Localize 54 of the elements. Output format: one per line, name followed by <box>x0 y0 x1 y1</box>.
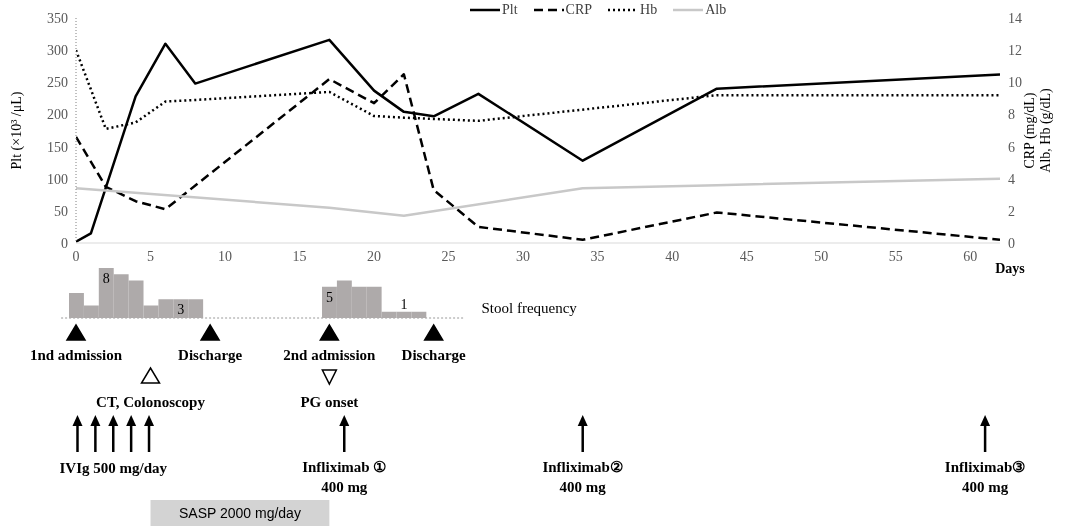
x-tick-label: 30 <box>516 248 531 264</box>
y2-tick-label: 2 <box>1008 203 1015 219</box>
line-series <box>76 177 1000 217</box>
y2-tick-label: 10 <box>1008 75 1022 91</box>
text: Stool frequency <box>481 300 578 316</box>
legend-label: Hb <box>640 2 658 18</box>
text: Infliximab③ 400 mg <box>944 459 1026 495</box>
data-label: 3 <box>176 302 184 318</box>
y-tick-label: 100 <box>47 171 68 187</box>
y-tick-label: 50 <box>54 203 68 219</box>
text: Infliximab② 400 mg <box>542 459 623 495</box>
y-tick-label: 350 <box>47 10 68 26</box>
text: PG onset <box>300 394 359 410</box>
x-axis-title: Days <box>995 261 1026 276</box>
text: 1nd admission <box>29 347 123 363</box>
y2-tick-label: 0 <box>1008 235 1015 251</box>
y-axis-title: Plt (×10³ /μL) <box>8 91 25 170</box>
y2-tick-label: 8 <box>1008 107 1015 123</box>
text: Discharge <box>178 347 243 363</box>
y-tick-label: 300 <box>47 43 68 59</box>
x-tick-label: 10 <box>218 248 233 264</box>
x-tick-label: 55 <box>888 248 903 264</box>
line-series <box>76 38 1000 243</box>
y-tick-label: 200 <box>47 107 68 123</box>
y2-tick-label: 6 <box>1008 139 1015 155</box>
y-tick-label: 150 <box>47 139 68 155</box>
text: Discharge <box>401 347 467 363</box>
y-tick-label: 250 <box>47 75 68 91</box>
y2-tick-label: 14 <box>1008 10 1022 26</box>
x-tick-label: 25 <box>441 248 456 264</box>
y2-tick-label: 12 <box>1008 43 1022 59</box>
x-tick-label: 35 <box>590 248 605 264</box>
x-tick-label: 45 <box>739 248 754 264</box>
data-label: 1 <box>400 296 408 312</box>
x-tick-label: 50 <box>814 248 829 264</box>
x-tick-label: 5 <box>147 248 155 264</box>
data-label: 5 <box>325 289 333 305</box>
text: 2nd admission <box>283 347 377 363</box>
text: SASP 2000 mg/day <box>178 505 301 521</box>
x-tick-label: 20 <box>367 248 382 264</box>
x-tick-label: 40 <box>665 248 680 264</box>
x-tick-label: 0 <box>72 248 80 264</box>
legend-label: CRP <box>565 2 593 18</box>
data-label: 8 <box>102 271 110 286</box>
text: CT, Colonoscopy <box>96 394 206 410</box>
text: IVIg 500 mg/day <box>59 460 168 476</box>
legend-label: Alb <box>705 2 727 18</box>
y-tick-label: 0 <box>61 235 68 251</box>
legend-label: Plt <box>502 2 518 18</box>
y2-axis-title: CRP (mg/dL) Alb, Hb (g/dL) <box>1022 87 1054 173</box>
x-tick-label: 15 <box>292 248 307 264</box>
text: Infliximab ① 400 mg <box>302 459 387 495</box>
x-tick-label: 60 <box>963 248 978 264</box>
y2-tick-label: 4 <box>1008 171 1015 187</box>
